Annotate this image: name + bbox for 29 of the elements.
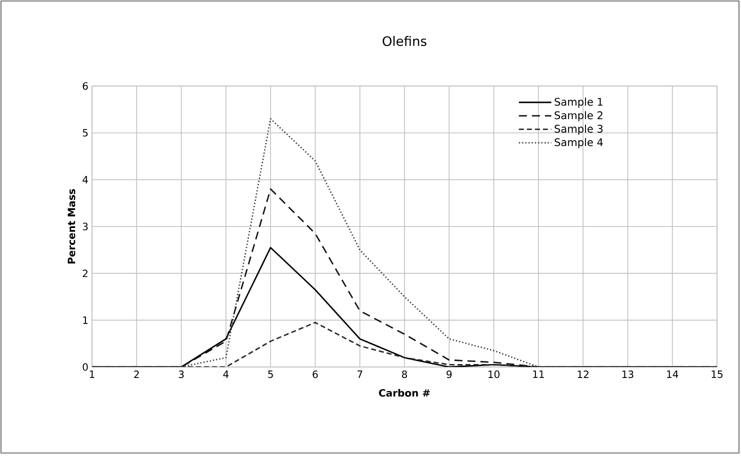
x-tick-label: 3	[178, 370, 184, 378]
legend-label: Sample 1	[554, 98, 602, 108]
y-axis-title: Percent Mass	[68, 189, 76, 264]
legend-label: Sample 2	[554, 111, 602, 122]
x-tick-label: 15	[712, 370, 722, 378]
y-tick-label: 4	[82, 176, 88, 184]
x-tick-label: 4	[223, 370, 229, 378]
chart-title: Olefins	[382, 36, 426, 46]
x-axis-title: Carbon #	[378, 388, 430, 397]
x-tick-label: 6	[312, 370, 318, 378]
y-tick-label: 1	[83, 316, 88, 324]
y-tick-label: 6	[82, 82, 88, 90]
x-tick-label: 10	[488, 370, 500, 378]
x-tick-label: 11	[533, 370, 544, 378]
y-tick-label: 3	[82, 222, 88, 230]
legend-label: Sample 3	[554, 124, 603, 135]
x-tick-label: 5	[268, 370, 273, 378]
x-tick-label: 9	[446, 370, 452, 378]
x-tick-label: 12	[578, 370, 588, 378]
y-tick-label: 5	[82, 129, 88, 137]
x-tick-label: 13	[622, 370, 634, 378]
x-tick-label: 7	[357, 370, 362, 378]
y-tick-label: 0	[82, 363, 88, 371]
x-tick-label: 1	[90, 370, 94, 378]
y-tick-label: 2	[82, 270, 88, 278]
x-tick-label: 8	[402, 370, 407, 378]
x-tick-label: 14	[667, 370, 678, 378]
x-tick-label: 2	[134, 370, 139, 378]
legend-label: Sample 4	[554, 138, 603, 148]
